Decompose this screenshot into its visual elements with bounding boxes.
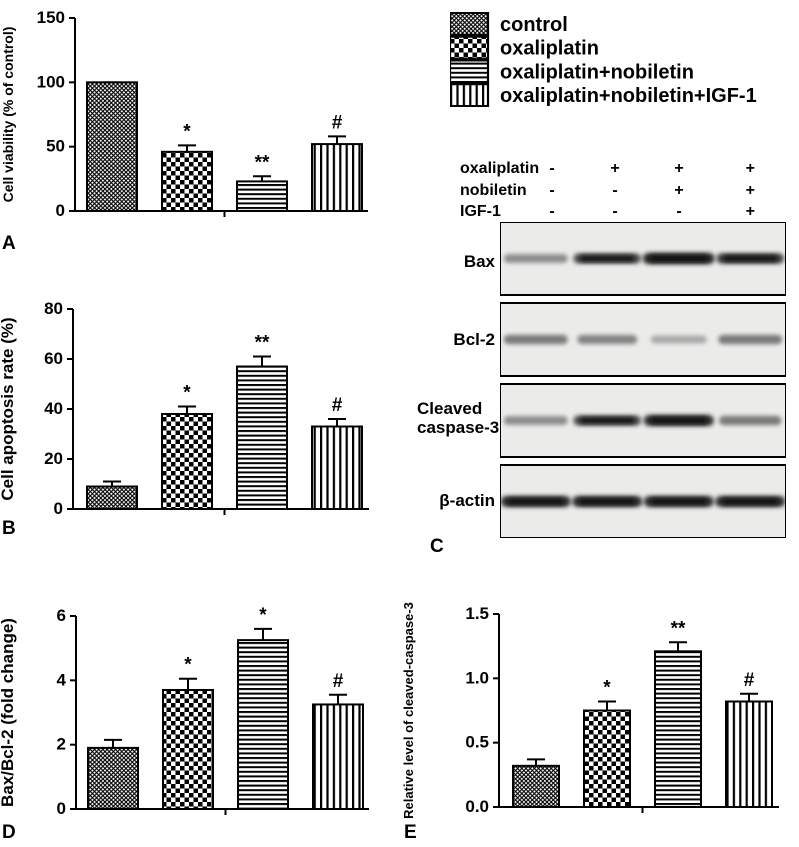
- svg-text:**: **: [255, 333, 270, 354]
- svg-text:#: #: [744, 670, 755, 691]
- svg-text:Cell apoptosis rate (%): Cell apoptosis rate (%): [0, 317, 17, 500]
- svg-text:2: 2: [57, 735, 66, 754]
- svg-text:Cell viability (% of control): Cell viability (% of control): [0, 27, 16, 203]
- svg-text:150: 150: [37, 8, 65, 27]
- svg-text:oxaliplatin: oxaliplatin: [500, 38, 599, 60]
- svg-text:*: *: [259, 605, 267, 626]
- svg-text:*: *: [183, 121, 191, 142]
- svg-text:**: **: [671, 618, 686, 639]
- svg-text:*: *: [603, 677, 611, 698]
- svg-text:6: 6: [57, 606, 66, 625]
- svg-text:4: 4: [57, 670, 67, 689]
- svg-text:100: 100: [37, 72, 65, 91]
- svg-text:*: *: [184, 655, 192, 676]
- svg-text:80: 80: [44, 299, 63, 318]
- svg-text:oxaliplatin+nobiletin+IGF-1: oxaliplatin+nobiletin+IGF-1: [500, 85, 757, 107]
- svg-text:0: 0: [57, 799, 66, 818]
- svg-text:50: 50: [46, 137, 65, 156]
- svg-text:*: *: [183, 383, 191, 404]
- svg-text:#: #: [332, 395, 343, 416]
- svg-text:1.0: 1.0: [465, 668, 489, 687]
- svg-text:0.0: 0.0: [465, 797, 489, 816]
- svg-text:0.5: 0.5: [465, 733, 489, 752]
- svg-text:#: #: [332, 112, 343, 133]
- svg-text:#: #: [333, 671, 344, 692]
- svg-text:60: 60: [44, 349, 63, 368]
- svg-text:20: 20: [44, 449, 63, 468]
- svg-text:control: control: [500, 14, 568, 36]
- svg-text:Relative level of cleaved-casp: Relative level of cleaved-caspase-3: [401, 602, 416, 819]
- svg-text:0: 0: [56, 201, 65, 220]
- svg-text:**: **: [255, 152, 270, 173]
- svg-text:Bax/Bcl-2 (fold change): Bax/Bcl-2 (fold change): [0, 618, 17, 807]
- svg-text:40: 40: [44, 399, 63, 418]
- svg-text:oxaliplatin+nobiletin: oxaliplatin+nobiletin: [500, 61, 694, 83]
- svg-text:1.5: 1.5: [465, 604, 489, 623]
- svg-text:0: 0: [54, 499, 63, 518]
